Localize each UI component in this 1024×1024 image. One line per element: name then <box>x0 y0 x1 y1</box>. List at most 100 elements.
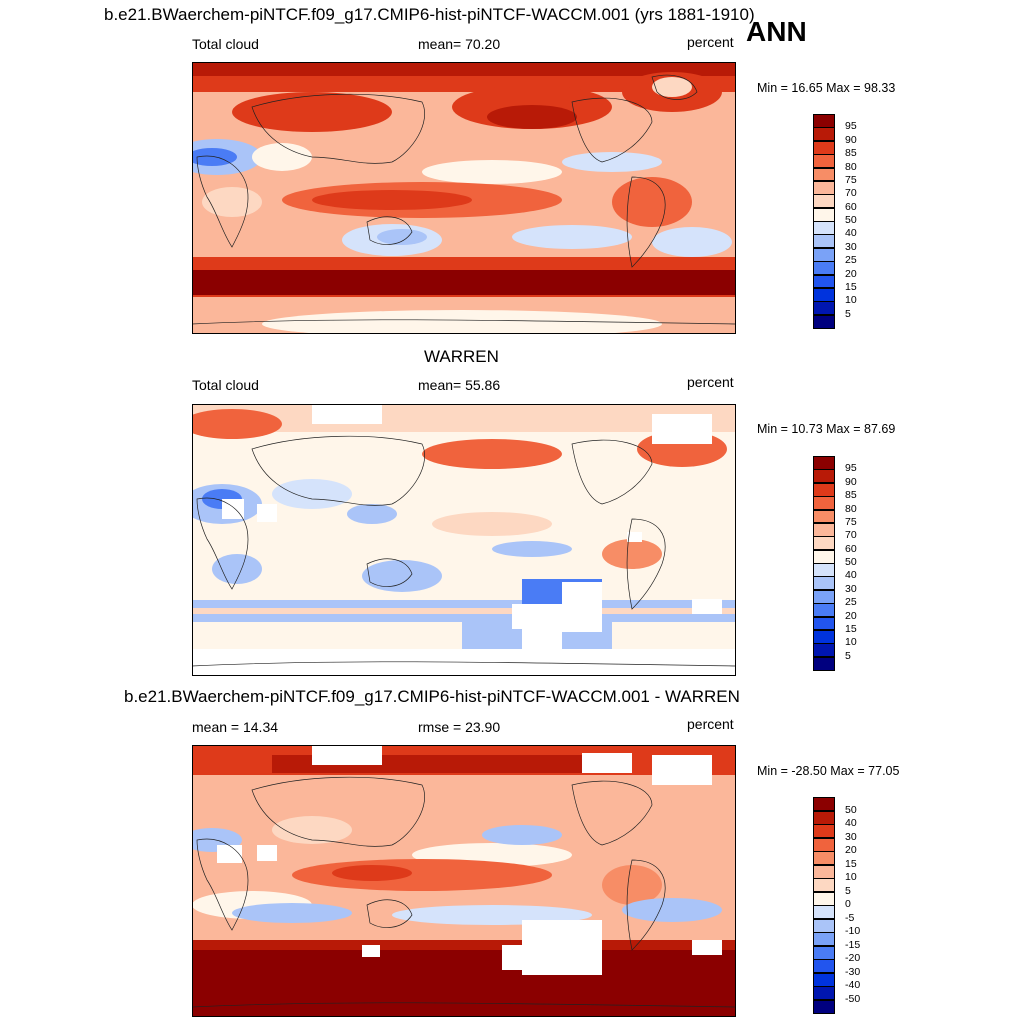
colorbar-tick-label: 50 <box>845 556 857 568</box>
colorbar-swatch <box>813 629 835 644</box>
colorbar-swatch <box>813 261 835 275</box>
panel1-variable-label: Total cloud <box>192 36 259 52</box>
panel1-map <box>192 62 736 334</box>
panel3-map <box>192 745 736 1017</box>
panel2-map <box>192 404 736 676</box>
colorbar-tick-label: 85 <box>845 489 857 502</box>
colorbar-swatch <box>813 127 835 142</box>
colorbar-tick-label: 90 <box>845 475 857 488</box>
colorbar-swatch <box>813 918 835 933</box>
colorbar-swatch <box>813 167 835 182</box>
colorbar-tick-label: 30 <box>845 240 857 253</box>
colorbar-swatch <box>813 522 835 537</box>
colorbar-tick-label: 70 <box>845 529 857 542</box>
colorbar-swatch <box>813 140 835 155</box>
colorbar-tick-label: 75 <box>845 173 857 186</box>
colorbar-swatch <box>813 824 835 838</box>
colorbar-swatch <box>813 194 835 209</box>
panel3-colorbar <box>813 797 835 1014</box>
colorbar-tick-label: 15 <box>845 622 857 635</box>
colorbar-tick-label: 95 <box>845 462 857 475</box>
colorbar-tick-label: 40 <box>845 569 857 582</box>
colorbar-swatch <box>813 851 835 865</box>
colorbar-tick-label: 30 <box>845 582 857 595</box>
panel2-variable-label: Total cloud <box>192 377 259 393</box>
colorbar-tick-label: -20 <box>845 952 861 964</box>
colorbar-tick-label: 50 <box>845 803 857 816</box>
colorbar-tick-label: 15 <box>845 857 857 870</box>
colorbar-swatch <box>813 563 835 577</box>
colorbar-tick-label: 20 <box>845 844 857 856</box>
panel3-rmse-label: rmse = 23.90 <box>418 719 501 735</box>
colorbar-tick-label: 5 <box>845 649 851 662</box>
colorbar-tick-label: 5 <box>845 307 851 320</box>
colorbar-tick-label: -30 <box>845 965 861 978</box>
colorbar-tick-label: 80 <box>845 502 857 515</box>
colorbar-swatch <box>813 616 835 631</box>
colorbar-tick-label: 5 <box>845 884 851 897</box>
panel1-mean-label: mean= 70.20 <box>418 36 501 52</box>
colorbar-swatch <box>813 114 835 128</box>
colorbar-swatch <box>813 797 835 811</box>
colorbar-tick-label: 20 <box>845 609 857 622</box>
panel1-minmax: Min = 16.65 Max = 98.33 <box>757 81 896 95</box>
colorbar-tick-label: 85 <box>845 147 857 160</box>
colorbar-tick-label: 60 <box>845 542 857 555</box>
colorbar-swatch <box>813 287 835 302</box>
colorbar-swatch <box>813 234 835 249</box>
colorbar-swatch <box>813 274 835 289</box>
colorbar-swatch <box>813 603 835 617</box>
colorbar-swatch <box>813 932 835 946</box>
panel3-minmax: Min = -28.50 Max = 77.05 <box>757 764 900 778</box>
colorbar-tick-label: -50 <box>845 992 861 1005</box>
colorbar-tick-label: 75 <box>845 515 857 528</box>
colorbar-tick-label: 30 <box>845 830 857 843</box>
colorbar-tick-label: -15 <box>845 938 861 951</box>
colorbar-tick-label: 20 <box>845 267 857 280</box>
panel1-title: b.e21.BWaerchem-piNTCF.f09_g17.CMIP6-his… <box>104 5 755 24</box>
colorbar-swatch <box>813 905 835 919</box>
colorbar-swatch <box>813 576 835 591</box>
colorbar-tick-label: -40 <box>845 979 861 991</box>
colorbar-swatch <box>813 643 835 658</box>
colorbar-tick-label: 10 <box>845 294 857 307</box>
colorbar-swatch <box>813 589 835 604</box>
colorbar-tick-label: -5 <box>845 911 855 924</box>
panel3-title: b.e21.BWaerchem-piNTCF.f09_g17.CMIP6-his… <box>124 687 740 706</box>
colorbar-swatch <box>813 247 835 262</box>
colorbar-swatch <box>813 891 835 906</box>
colorbar-swatch <box>813 154 835 168</box>
colorbar-swatch <box>813 878 835 892</box>
colorbar-swatch <box>813 207 835 222</box>
colorbar-swatch <box>813 656 835 671</box>
colorbar-tick-label: 80 <box>845 160 857 173</box>
colorbar-tick-label: 0 <box>845 898 851 910</box>
panel2-mean-label: mean= 55.86 <box>418 377 501 393</box>
colorbar-swatch <box>813 301 835 316</box>
colorbar-tick-label: 10 <box>845 871 857 883</box>
colorbar-swatch <box>813 986 835 1000</box>
colorbar-swatch <box>813 482 835 497</box>
colorbar-tick-label: 25 <box>845 596 857 609</box>
colorbar-swatch <box>813 945 835 960</box>
colorbar-swatch <box>813 864 835 879</box>
colorbar-tick-label: 50 <box>845 214 857 226</box>
colorbar-tick-label: 15 <box>845 280 857 293</box>
panel1-units-label: percent <box>687 34 734 50</box>
colorbar-swatch <box>813 314 835 329</box>
season-label: ANN <box>746 16 807 47</box>
colorbar-swatch <box>813 972 835 987</box>
colorbar-tick-label: 25 <box>845 254 857 267</box>
panel2-title: WARREN <box>424 347 499 366</box>
colorbar-tick-label: 10 <box>845 636 857 649</box>
colorbar-tick-label: 40 <box>845 817 857 829</box>
panel2-colorbar <box>813 456 835 671</box>
colorbar-swatch <box>813 837 835 852</box>
colorbar-swatch <box>813 999 835 1014</box>
colorbar-tick-label: -10 <box>845 925 861 937</box>
panel1-colorbar <box>813 114 835 329</box>
colorbar-swatch <box>813 509 835 524</box>
colorbar-swatch <box>813 456 835 470</box>
colorbar-swatch <box>813 810 835 825</box>
colorbar-tick-label: 70 <box>845 187 857 200</box>
